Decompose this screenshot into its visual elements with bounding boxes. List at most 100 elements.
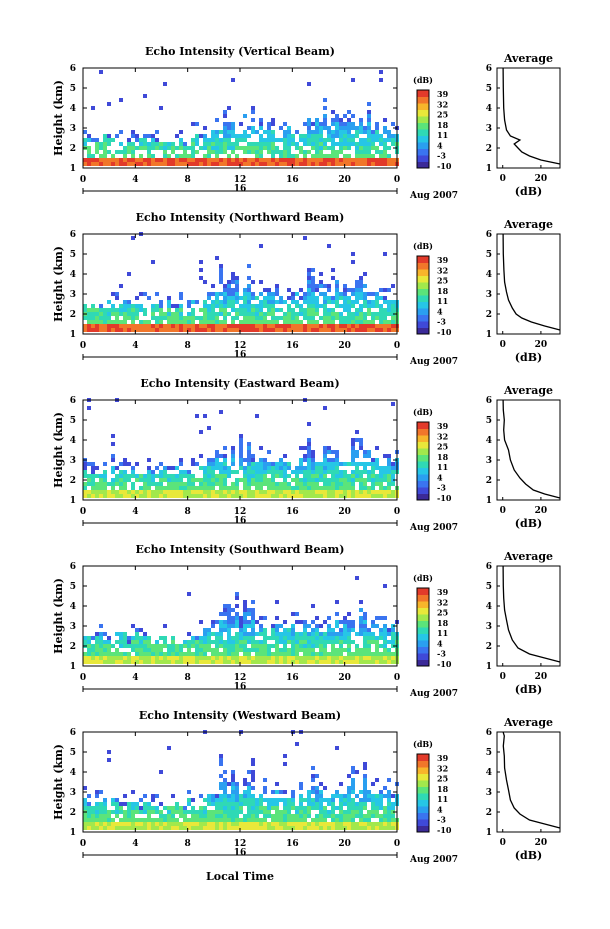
heatmap-cell [147, 458, 151, 462]
heatmap-cell [159, 490, 163, 494]
heatmap-cell [83, 304, 87, 308]
heatmap-cell [123, 802, 127, 806]
heatmap-cell [283, 822, 287, 826]
heatmap-cell [247, 146, 251, 150]
heatmap-cell [275, 782, 279, 786]
heatmap-cell [159, 462, 163, 466]
heatmap-cell [271, 656, 275, 660]
heatmap-cell [343, 146, 347, 150]
heatmap-cell [91, 636, 95, 640]
heatmap-cell [351, 482, 355, 486]
heatmap-cell [87, 478, 91, 482]
heatmap-cell [231, 324, 235, 328]
heatmap-cell [375, 624, 379, 628]
heatmap-cell [319, 138, 323, 142]
heatmap-cell [111, 644, 115, 648]
heatmap-cell [159, 320, 163, 324]
heatmap-cell [263, 790, 267, 794]
heatmap-cell [203, 312, 207, 316]
heatmap-cell [219, 802, 223, 806]
heatmap-cell [147, 324, 151, 328]
heatmap-cell [291, 660, 295, 664]
heatmap-cell [371, 482, 375, 486]
heatmap-cell [83, 640, 87, 644]
heatmap-cell [147, 320, 151, 324]
heatmap-cell [123, 636, 127, 640]
heatmap-cell [259, 794, 263, 798]
x-tick-label: 16 [286, 341, 299, 351]
heatmap-cell [311, 280, 315, 284]
heatmap-cell [127, 818, 131, 822]
heatmap-cell [103, 154, 107, 158]
heatmap-cell [331, 162, 335, 166]
heatmap-cell [371, 320, 375, 324]
heatmap-cell [299, 162, 303, 166]
heatmap-cell [111, 304, 115, 308]
heatmap-cell [131, 316, 135, 320]
heatmap-cell [291, 490, 295, 494]
heatmap-cell [127, 636, 131, 640]
heatmap-cell [263, 786, 267, 790]
heatmap-cell [139, 324, 143, 328]
heatmap-cell [135, 648, 139, 652]
heatmap-cell [223, 620, 227, 624]
heatmap-cell [327, 478, 331, 482]
heatmap-cell [251, 320, 255, 324]
heatmap-cell [91, 308, 95, 312]
heatmap-cell [275, 146, 279, 150]
heatmap-cell [83, 826, 87, 830]
heatmap-cell [195, 640, 199, 644]
heatmap-cell [219, 320, 223, 324]
heatmap-cell [111, 656, 115, 660]
heatmap-cell [235, 276, 239, 280]
heatmap-cell [147, 486, 151, 490]
heatmap-cell [239, 810, 243, 814]
heatmap-cell [139, 640, 143, 644]
heatmap-cell [275, 162, 279, 166]
heatmap-cell [327, 308, 331, 312]
heatmap-cell [239, 454, 243, 458]
heatmap-cell [211, 794, 215, 798]
heatmap-cell [319, 316, 323, 320]
heatmap-cell [175, 478, 179, 482]
heatmap-cell [235, 478, 239, 482]
heatmap-cell [323, 470, 327, 474]
heatmap-cell [343, 616, 347, 620]
heatmap-cell [107, 814, 111, 818]
heatmap-cell [195, 490, 199, 494]
heatmap-cell [367, 328, 371, 332]
heatmap-cell [359, 312, 363, 316]
heatmap-cell [323, 478, 327, 482]
heatmap-cell [299, 490, 303, 494]
heatmap-cell [203, 300, 207, 304]
heatmap-cell [167, 162, 171, 166]
heatmap-cell [87, 474, 91, 478]
heatmap-cell [171, 466, 175, 470]
heatmap-cell [235, 790, 239, 794]
heatmap-cell [91, 328, 95, 332]
heatmap-cell [307, 802, 311, 806]
heatmap-cell [131, 474, 135, 478]
heatmap-cell [167, 822, 171, 826]
heatmap-cell [311, 778, 315, 782]
heatmap-cell [315, 158, 319, 162]
heatmap-cell [247, 264, 251, 268]
heatmap-cell [175, 494, 179, 498]
heatmap-cell [275, 806, 279, 810]
heatmap-cell [291, 320, 295, 324]
heatmap-cell [339, 632, 343, 636]
heatmap-cell [251, 118, 255, 122]
heatmap-cell [239, 442, 243, 446]
heatmap-cell [167, 814, 171, 818]
heatmap-cell [383, 616, 387, 620]
heatmap-cell [311, 826, 315, 830]
heatmap-cell [87, 806, 91, 810]
heatmap-cell [143, 308, 147, 312]
heatmap-cell [155, 158, 159, 162]
heatmap-cell [243, 620, 247, 624]
x-tick-label: 20 [338, 839, 351, 849]
heatmap-cell [359, 474, 363, 478]
heatmap-cell [387, 628, 391, 632]
heatmap-cell [159, 482, 163, 486]
heatmap-cell [283, 818, 287, 822]
